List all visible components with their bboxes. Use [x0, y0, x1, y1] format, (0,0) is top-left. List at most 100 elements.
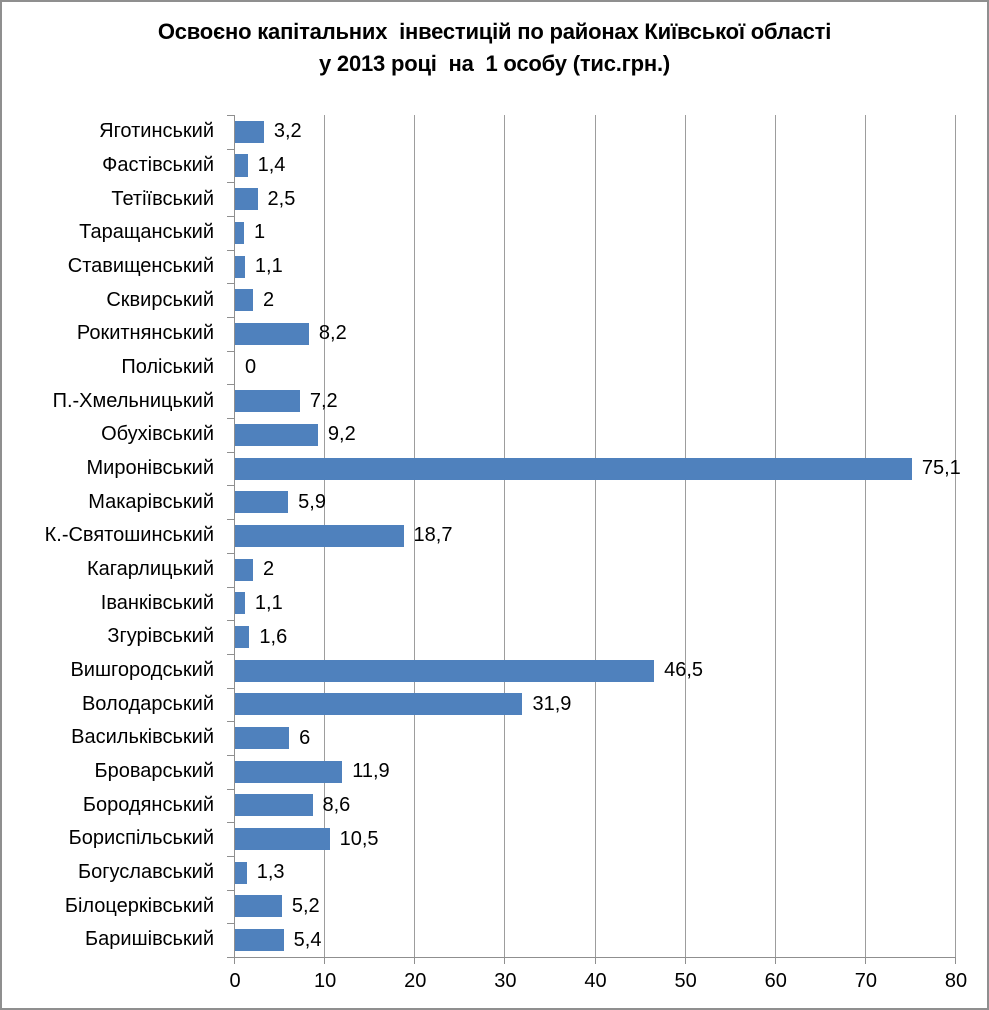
y-axis-tick [227, 923, 234, 925]
bar-value-label: 11,9 [352, 760, 390, 783]
category-label: Васильківський [71, 726, 214, 749]
x-tick-label: 50 [674, 970, 697, 992]
x-axis-tick [414, 957, 415, 964]
bar-value-label: 8,2 [318, 322, 347, 345]
bar [235, 760, 343, 783]
y-axis-tick [227, 586, 234, 588]
bar [235, 154, 248, 177]
y-axis-tick [227, 754, 234, 756]
bar-value-label: 1,3 [256, 861, 285, 884]
bar-value-label: 7,2 [309, 389, 338, 412]
bar-value-label: 18,7 [413, 524, 453, 547]
y-axis-tick [227, 788, 234, 790]
category-label: Білоцерківський [64, 894, 214, 917]
bar-value-label: 0 [245, 356, 257, 379]
bar-value-label: 5,4 [293, 928, 322, 951]
y-axis-tick [227, 115, 234, 116]
y-axis-tick [227, 182, 234, 184]
plot-area: 0 10 20 30 40 50 60 70 80 3,2 1,4 2,5 1 1,1 2 8,2 0 7,2 9,… [227, 115, 967, 992]
category-label: Тетіївський [111, 187, 214, 210]
y-axis-tick [227, 822, 234, 824]
bar [235, 423, 318, 446]
bar [235, 861, 247, 884]
y-axis-tick [227, 216, 234, 218]
bar-value-label: 9,2 [327, 423, 356, 446]
bar [235, 828, 330, 851]
category-label: Таращанський [79, 221, 214, 244]
y-axis-tick [227, 552, 234, 554]
bar [235, 491, 289, 514]
category-label: Поліський [121, 356, 214, 379]
y-axis-tick [227, 620, 234, 622]
category-label: Обухівський [101, 423, 214, 446]
x-axis-tick [775, 957, 776, 964]
category-label: Кагарлицький [86, 558, 214, 581]
y-axis-tick [227, 148, 234, 150]
bar-value-label: 2,5 [267, 187, 296, 210]
x-tick-label: 60 [764, 970, 787, 992]
y-axis-tick [227, 317, 234, 319]
bar [235, 929, 284, 952]
x-tick-label: 10 [314, 970, 337, 992]
y-axis-tick [227, 889, 234, 891]
category-label: Рокитнянський [76, 322, 214, 345]
bar [235, 221, 244, 244]
bar-value-label: 1,1 [254, 591, 283, 614]
bar-value-label: 1,4 [257, 154, 286, 176]
bar-value-label: 5,2 [291, 894, 320, 917]
bar [235, 727, 290, 750]
category-label: Володарський [81, 692, 214, 715]
bar [235, 693, 523, 716]
category-label: Фастівський [102, 154, 214, 176]
gridline [955, 115, 956, 957]
bar [235, 626, 250, 649]
bar [235, 322, 309, 345]
x-axis-tick [324, 957, 325, 964]
bar [235, 188, 258, 211]
category-label: Сквирський [106, 288, 214, 311]
y-axis-tick [227, 283, 234, 285]
y-axis-tick [227, 687, 234, 689]
y-axis-tick [227, 418, 234, 420]
y-axis-tick [227, 653, 234, 655]
bar-value-label: 8,6 [322, 793, 351, 816]
x-axis-tick [865, 957, 866, 964]
gridline [685, 115, 686, 957]
bar-value-label: 2 [263, 558, 275, 581]
bar [235, 659, 655, 682]
bar [235, 794, 313, 817]
category-label: Миронівський [86, 457, 214, 480]
x-tick-label: 70 [854, 970, 877, 992]
bar-value-label: 1,1 [254, 255, 283, 278]
y-axis-tick [227, 249, 234, 251]
gridline [504, 115, 505, 957]
category-label: К.-Святошинський [44, 524, 214, 547]
y-axis-tick [227, 451, 234, 453]
category-label: Богуславський [77, 861, 214, 884]
chart-title: Освоєно капітальних інвестицій по района… [157, 19, 832, 76]
category-label: Бородянський [82, 793, 214, 816]
category-label: Макарівський [88, 490, 214, 513]
bar-value-label: 2 [263, 288, 275, 311]
bar-value-label: 1 [254, 221, 266, 244]
y-axis-tick [227, 384, 234, 386]
x-tick-label: 20 [404, 970, 427, 992]
x-tick-label: 30 [494, 970, 517, 992]
category-label: Ставищенський [67, 255, 214, 278]
y-axis-tick [227, 957, 234, 958]
y-axis-tick [227, 519, 234, 521]
category-label: Згурівський [107, 625, 214, 648]
x-axis-tick [685, 957, 686, 964]
x-tick-label: 0 [229, 970, 241, 992]
bar [235, 895, 282, 918]
bar-value-label: 3,2 [273, 120, 302, 143]
bar [235, 255, 245, 278]
category-label: Баришівський [85, 928, 214, 951]
bar [235, 390, 300, 413]
category-label: Бориспільський [68, 827, 214, 850]
x-tick-label: 40 [584, 970, 607, 992]
x-axis-tick [595, 957, 596, 964]
bar [235, 592, 245, 615]
bar [235, 524, 404, 548]
